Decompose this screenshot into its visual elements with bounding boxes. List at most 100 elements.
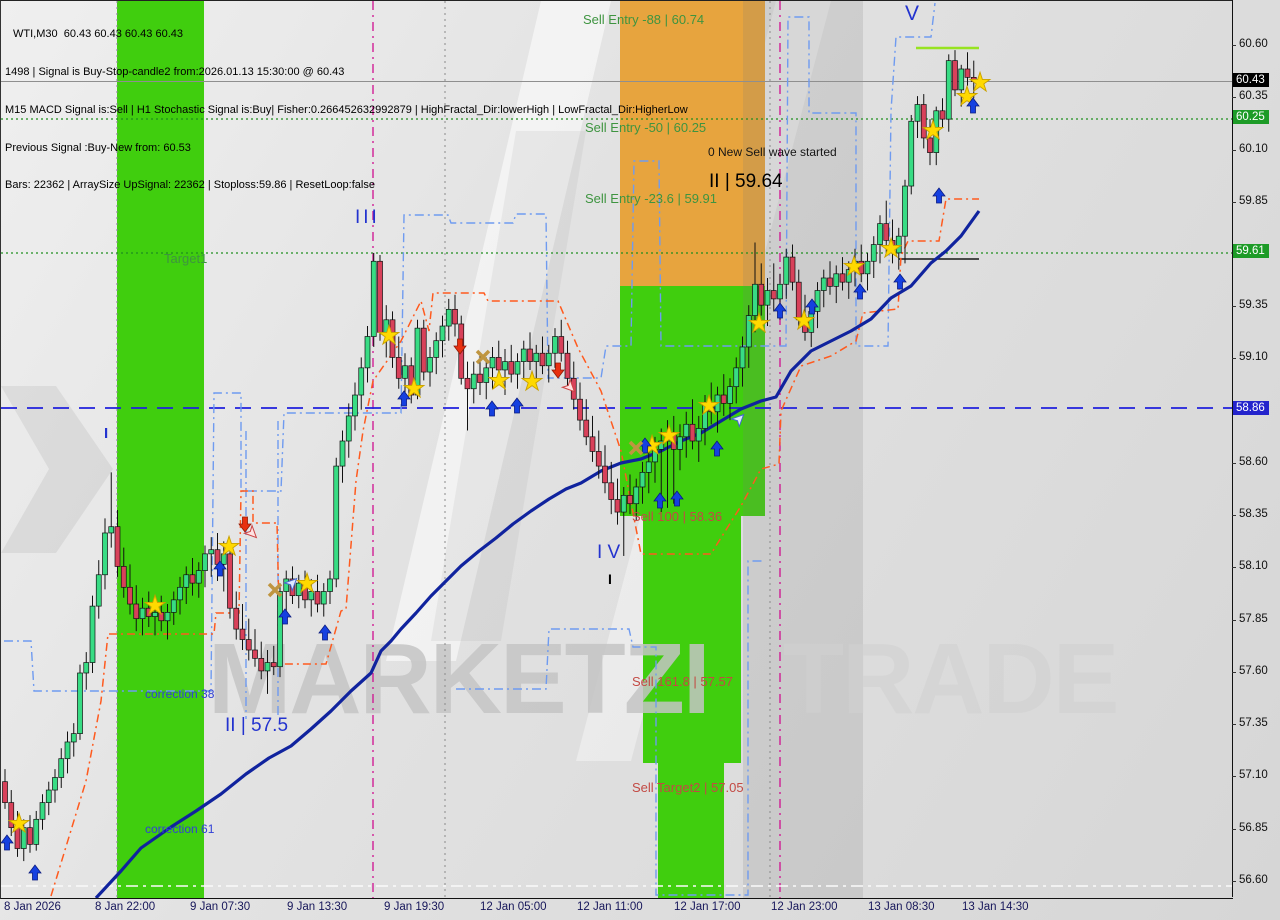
candle-down xyxy=(670,432,677,450)
candle-up xyxy=(933,110,940,153)
candle-up xyxy=(95,574,102,607)
star-marker: ★ xyxy=(520,366,543,396)
candle-up xyxy=(202,553,208,571)
candle-up xyxy=(308,591,315,601)
candle-down xyxy=(233,607,240,630)
candle-down xyxy=(839,273,846,283)
chart-canvas[interactable]: MARKETZI TRADE ★ ★ ★ ★ ★ ★ ★ ★ ★ ★ ★ ★ ★ ★ ★ ★ ★ ★ ➤ ➤ ➤ ➤ Sel… xyxy=(0,0,1233,899)
vertical-gridlines xyxy=(116,1,781,898)
candle-up xyxy=(164,612,171,622)
chart-plot: MARKETZI TRADE ★★★★★★ ★ ★★★★★ ★★★★★★➤➤➤➤ xyxy=(1,1,1232,898)
buy-arrow xyxy=(893,273,907,290)
candle-down xyxy=(889,240,896,254)
buy-arrow xyxy=(213,560,227,577)
candle-up xyxy=(533,352,540,362)
candle-up xyxy=(489,357,496,369)
candle-up xyxy=(33,818,40,845)
candle-up xyxy=(877,223,883,245)
star-marker: ★ xyxy=(657,420,680,450)
candle-up xyxy=(83,662,90,674)
candle-up xyxy=(783,256,790,285)
candle-up xyxy=(695,428,702,442)
candle-down xyxy=(258,658,265,672)
fractal-channel-lines xyxy=(4,2,936,896)
candle-down xyxy=(883,223,890,241)
candle-down xyxy=(539,352,546,367)
candle-down xyxy=(14,827,21,849)
zone-band xyxy=(658,763,724,898)
candle-up xyxy=(902,185,908,237)
candle-up xyxy=(733,367,740,388)
candle-down xyxy=(927,137,933,153)
candle-down xyxy=(245,639,252,651)
candle-up xyxy=(739,346,746,369)
candle-up xyxy=(658,440,665,450)
candle-down xyxy=(377,260,383,333)
candle-down xyxy=(689,423,696,442)
signal-line: 1498 | Signal is Buy-Stop-candle2 from:2… xyxy=(5,65,345,78)
candle-down xyxy=(452,308,458,325)
candlesticks xyxy=(2,50,977,862)
price-tick: 60.35 xyxy=(1232,90,1268,102)
candle-down xyxy=(527,348,533,362)
candle-down xyxy=(964,68,971,78)
price-tick: 57.60 xyxy=(1232,665,1268,677)
time-axis[interactable]: 8 Jan 2026 8 Jan 22:00 9 Jan 07:30 9 Jan 13… xyxy=(0,898,1280,920)
time-tick: 12 Jan 11:00 xyxy=(577,901,643,913)
candle-up xyxy=(345,415,352,442)
price-label-green: 59.61 xyxy=(1233,244,1269,258)
candle-up xyxy=(945,60,952,120)
candle-up xyxy=(820,277,827,291)
candle-down xyxy=(970,76,977,82)
buy-arrow xyxy=(773,302,787,319)
candle-down xyxy=(145,607,152,617)
candle-up xyxy=(745,315,752,348)
buy-arrow xyxy=(853,283,867,300)
candle-down xyxy=(495,357,502,371)
candle-up xyxy=(102,532,108,576)
candle-up xyxy=(89,605,96,663)
candle-down xyxy=(158,612,165,622)
candle-up xyxy=(727,386,733,404)
candle-down xyxy=(589,436,596,452)
candle-up xyxy=(714,394,721,413)
candle-up xyxy=(677,436,683,450)
price-axis[interactable]: 60.60 60.43 60.35 60.25 60.10 59.85 59.61 59.35… xyxy=(1232,0,1280,897)
candle-down xyxy=(314,591,321,605)
zone-band xyxy=(620,1,765,286)
candle-up xyxy=(870,244,877,262)
candle-down xyxy=(770,290,777,300)
sell-arrow xyxy=(551,362,565,379)
sell-arrow xyxy=(453,338,467,355)
candle-up xyxy=(108,526,115,534)
watermark-text: MARKETZI TRADE xyxy=(208,623,1119,735)
signal-markers: ★★★★★★ ★ ★★★★★ ★★★★★★➤➤➤➤ xyxy=(1,67,992,881)
candle-up xyxy=(864,260,871,275)
candle-up xyxy=(777,283,783,300)
buy-arrow xyxy=(28,864,42,881)
candle-down xyxy=(270,662,277,668)
candle-up xyxy=(895,235,902,254)
price-label-green: 60.25 xyxy=(1233,110,1269,124)
time-tick: 12 Jan 05:00 xyxy=(480,901,547,913)
candle-down xyxy=(720,394,727,404)
candle-up xyxy=(139,607,146,620)
buy-arrow xyxy=(485,400,499,417)
star-marker: ★ xyxy=(747,308,770,338)
candle-down xyxy=(564,352,571,379)
candle-down xyxy=(920,104,927,139)
candle-down xyxy=(2,781,8,803)
candle-down xyxy=(477,373,483,383)
candle-up xyxy=(177,586,183,601)
candle-up xyxy=(852,260,858,270)
indicators-line: M15 MACD Signal is:Sell | H1 Stochastic … xyxy=(5,103,688,116)
candle-up xyxy=(645,461,652,473)
candle-up xyxy=(220,553,227,565)
candle-down xyxy=(758,283,765,306)
star-marker: ★ xyxy=(487,365,510,395)
buy-arrow xyxy=(710,440,724,457)
channel-line xyxy=(4,2,936,692)
candle-down xyxy=(289,578,296,597)
moving-average-line xyxy=(94,210,981,898)
